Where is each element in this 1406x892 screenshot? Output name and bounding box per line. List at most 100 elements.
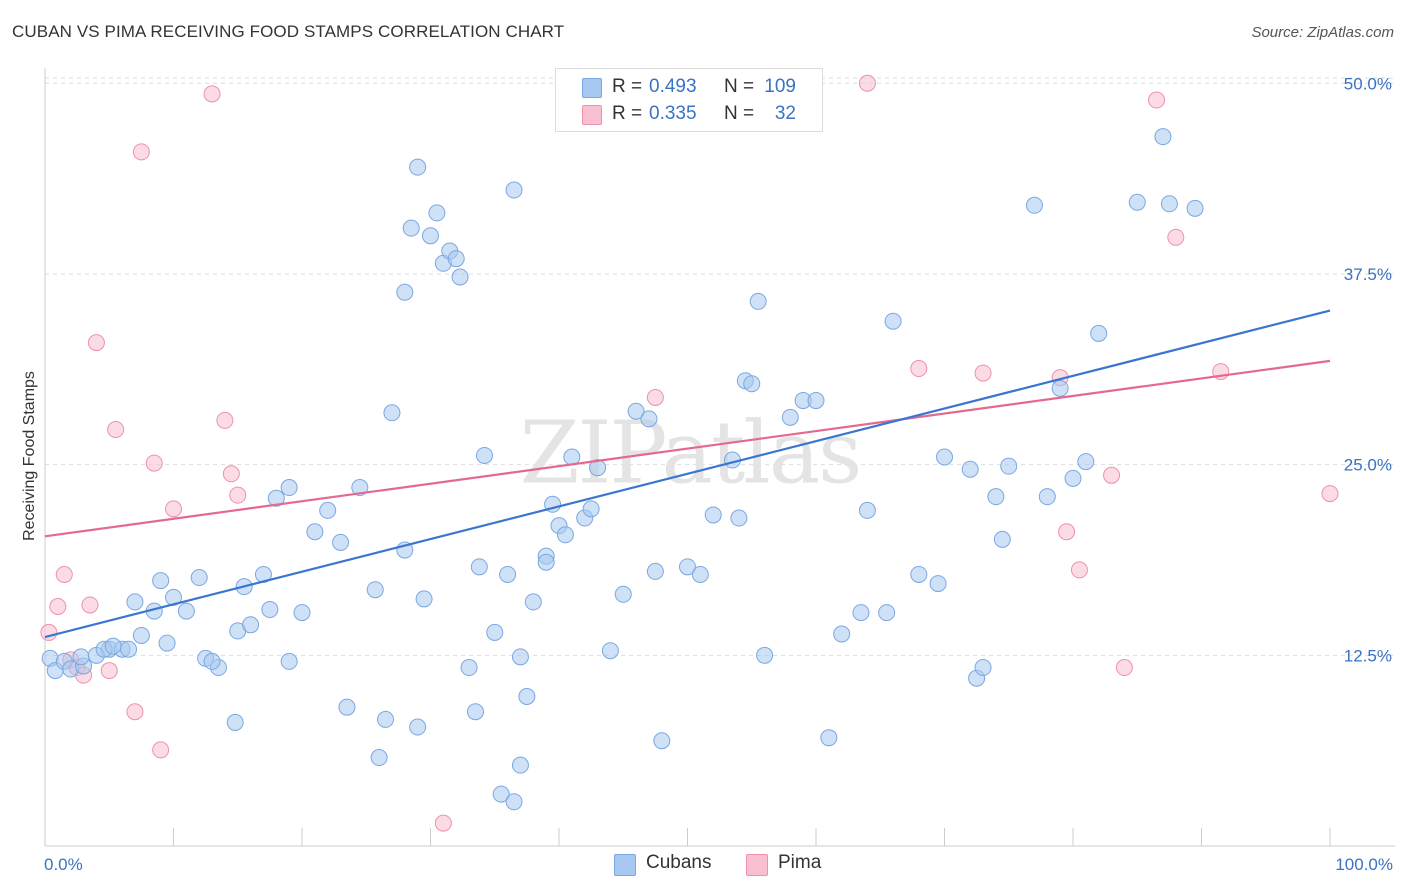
cuban-point — [627, 402, 645, 420]
cuban-point — [415, 590, 433, 608]
pima-trend-line — [44, 359, 1331, 538]
pima-point — [81, 596, 99, 614]
pima-point — [858, 74, 876, 92]
cubans-swatch — [582, 78, 602, 98]
pima-point — [910, 360, 928, 378]
cuban-point — [1160, 195, 1178, 213]
y-tick-label: 12.5% — [1344, 646, 1392, 665]
cuban-point — [646, 562, 664, 580]
cuban-point — [730, 509, 748, 527]
cuban-point — [537, 553, 555, 571]
legend-label: Pima — [778, 852, 822, 873]
cuban-point — [370, 749, 388, 767]
cuban-point — [640, 410, 658, 428]
pima-point — [87, 334, 105, 352]
cuban-point — [226, 713, 244, 731]
cuban-point — [72, 648, 90, 666]
cuban-point — [293, 604, 311, 622]
cuban-point — [582, 500, 600, 518]
cuban-point — [470, 558, 488, 576]
x-tick-label: 100.0% — [1335, 855, 1393, 874]
cuban-point — [499, 565, 517, 583]
cuban-point — [858, 501, 876, 519]
pima-point — [152, 741, 170, 759]
cuban-point — [833, 625, 851, 643]
cuban-point — [492, 785, 510, 803]
cuban-point — [1064, 469, 1082, 487]
chart-title: CUBAN VS PIMA RECEIVING FOOD STAMPS CORR… — [12, 22, 565, 41]
series-legend: Cubans Pima — [0, 851, 1406, 877]
y-tick-label: 25.0% — [1344, 456, 1392, 475]
cuban-point — [987, 488, 1005, 506]
pima-point — [1148, 91, 1166, 109]
cuban-point — [152, 572, 170, 590]
r-value: 0.335 — [649, 103, 697, 124]
cuban-point — [132, 626, 150, 644]
cuban-point — [104, 637, 122, 655]
pima-point — [229, 486, 247, 504]
cuban-point — [589, 459, 607, 477]
cuban-point — [820, 729, 838, 747]
pima-point — [434, 814, 452, 832]
cuban-point — [704, 506, 722, 524]
cuban-point — [158, 634, 176, 652]
cuban-point — [807, 392, 825, 410]
pima-point — [203, 85, 221, 103]
cuban-point — [280, 652, 298, 670]
n-value: 109 — [764, 76, 796, 97]
pima-point — [132, 143, 150, 161]
cuban-point — [511, 756, 529, 774]
cuban-point — [518, 688, 536, 706]
cuban-point — [177, 602, 195, 620]
axes — [44, 68, 1395, 847]
pima-point — [974, 364, 992, 382]
pima-point — [1103, 466, 1121, 484]
cuban-point — [306, 523, 324, 541]
pima-point — [1058, 523, 1076, 541]
x-tick-label: 0.0% — [44, 855, 83, 874]
pima-point — [107, 421, 125, 439]
pima-point — [1115, 659, 1133, 677]
cuban-point — [396, 283, 414, 301]
gridlines — [45, 77, 1395, 656]
n-label: N = — [724, 76, 755, 97]
source-label: Source: ZipAtlas.com — [1251, 24, 1394, 41]
cuban-point — [884, 312, 902, 330]
cuban-point — [743, 375, 761, 393]
n-label: N = — [724, 103, 755, 124]
y-tick-label: 37.5% — [1344, 265, 1392, 284]
cuban-point — [377, 710, 395, 728]
x-tick-labels: 0.0% 100.0% — [44, 855, 1393, 874]
cuban-point — [120, 640, 138, 658]
pima-point — [49, 597, 67, 615]
cuban-point — [614, 585, 632, 603]
cuban-point — [267, 489, 285, 507]
cuban-point — [691, 565, 709, 583]
cuban-point — [1051, 379, 1069, 397]
cuban-point — [910, 565, 928, 583]
cuban-point — [1186, 199, 1204, 217]
pima-point — [646, 389, 664, 407]
cubans-trend-line — [44, 309, 1331, 639]
cuban-point — [190, 569, 208, 587]
cuban-point — [511, 648, 529, 666]
cuban-point — [242, 616, 260, 634]
cuban-point — [460, 659, 478, 677]
stats-legend: R = 0.493 N = 109 R = 0.335 N = 32 — [555, 68, 823, 132]
cuban-point — [524, 593, 542, 611]
cuban-point — [203, 652, 221, 670]
pima-point — [216, 411, 234, 429]
stats-row-cubans: R = 0.493 N = 109 — [556, 74, 822, 100]
cuban-point — [601, 642, 619, 660]
cuban-point — [409, 718, 427, 736]
pima-swatch — [582, 105, 602, 125]
cuban-point — [1128, 193, 1146, 211]
cuban-point — [653, 732, 671, 750]
cuban-point — [366, 581, 384, 599]
cuban-point — [319, 501, 337, 519]
pima-point — [222, 465, 240, 483]
cuban-point — [1025, 196, 1043, 214]
y-tick-label: 50.0% — [1344, 74, 1392, 93]
cuban-point — [447, 250, 465, 268]
